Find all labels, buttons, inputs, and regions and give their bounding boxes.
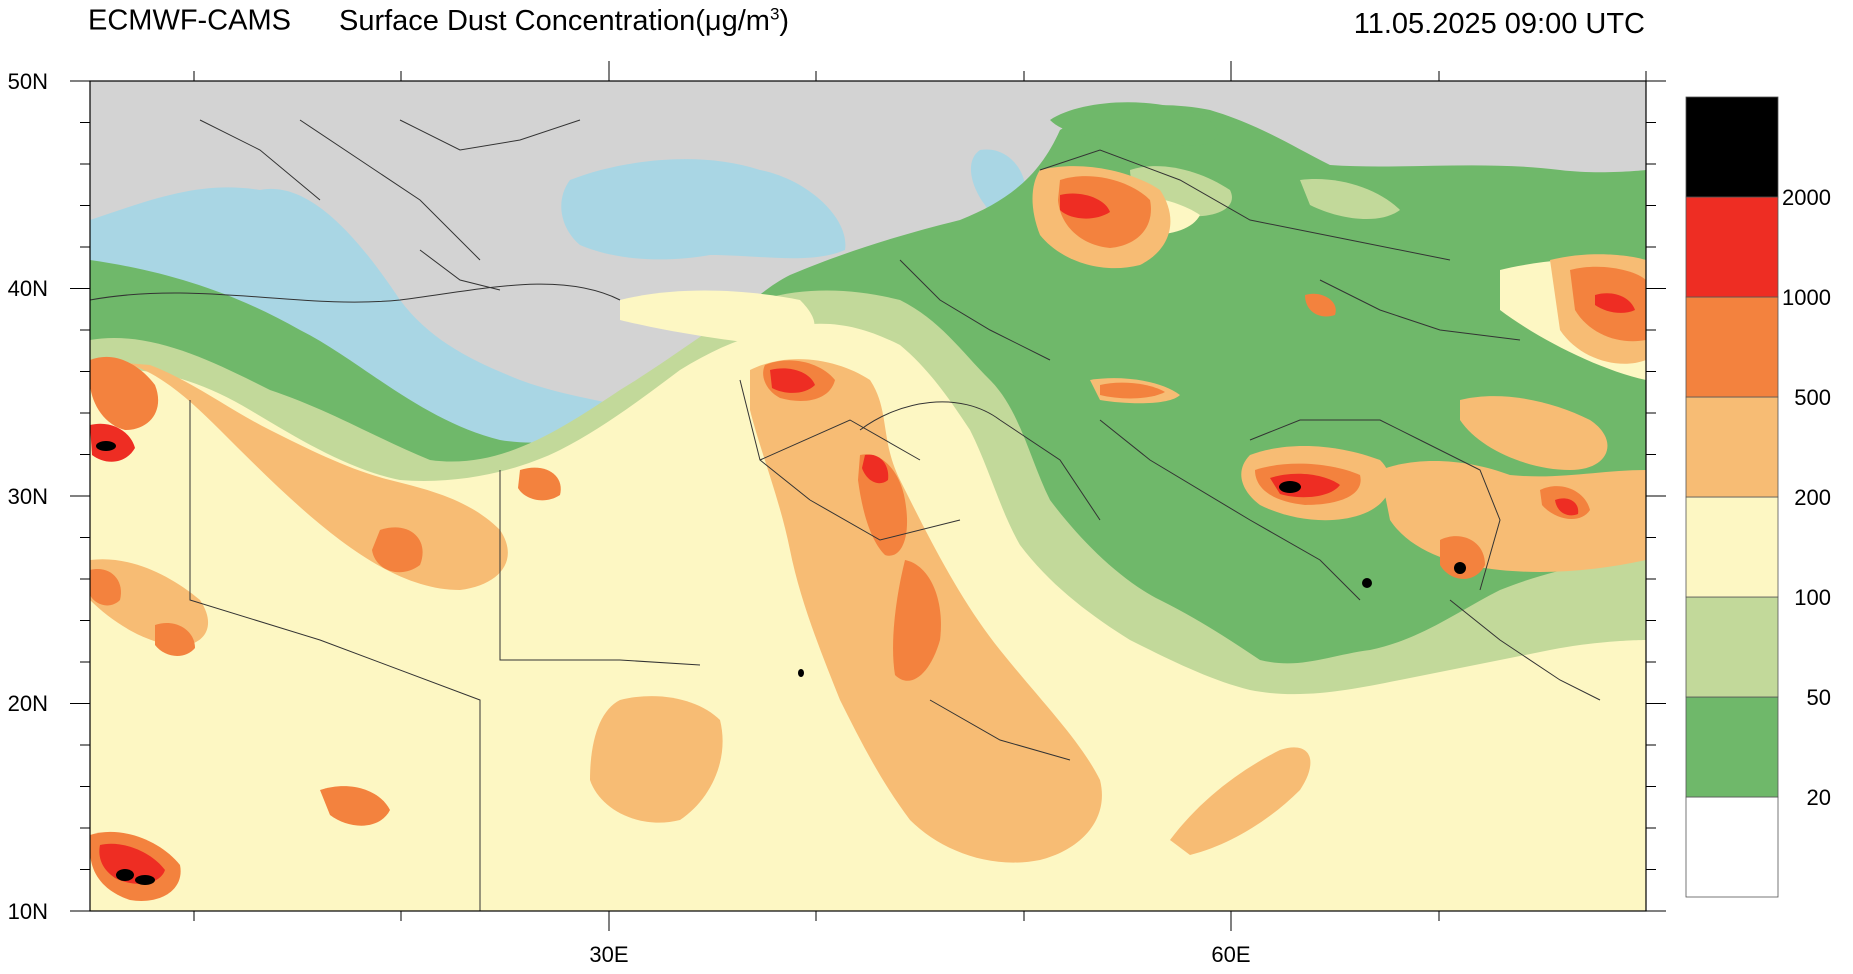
- lat-labels: 50N 40N 30N 20N 10N: [8, 69, 48, 924]
- lat-label-10n: 10N: [8, 899, 48, 924]
- colorbar-level-label: 2000: [1782, 185, 1831, 210]
- colorbar-level-label: 50: [1807, 685, 1831, 710]
- colorbar-swatch: [1685, 96, 1779, 198]
- colorbar-level-label: 100: [1794, 585, 1831, 610]
- colorbar-swatch: [1685, 596, 1779, 698]
- lat-label-40n: 40N: [8, 276, 48, 301]
- lat-ticks-right: [1646, 80, 1666, 912]
- country-borders: [90, 119, 1601, 911]
- dust-level-1000: [90, 193, 1635, 884]
- lat-label-30n: 30N: [8, 484, 48, 509]
- black-sea: [561, 159, 846, 260]
- colorbar-swatch: [1685, 396, 1779, 498]
- valid-time: 11.05.2025 09:00 UTC: [1353, 8, 1645, 40]
- colorbar-swatch: [1685, 496, 1779, 598]
- lat-label-50n: 50N: [8, 69, 48, 94]
- lon-label-60e: 60E: [1211, 942, 1250, 967]
- lon-label-30e: 30E: [589, 942, 628, 967]
- colorbar-level-label: 500: [1794, 385, 1831, 410]
- lon-ticks-top: [193, 61, 1647, 81]
- lat-ticks-left: [70, 80, 90, 912]
- lon-ticks-bottom: [193, 911, 1440, 931]
- colorbar-swatch: [1685, 796, 1779, 898]
- dust-map: [90, 81, 1646, 911]
- lat-label-20n: 20N: [8, 691, 48, 716]
- dust-level-2000: [96, 441, 1466, 885]
- colorbar-level-label: 20: [1807, 785, 1831, 810]
- model-name: ECMWF-CAMS: [88, 4, 291, 37]
- colorbar-swatch: [1685, 296, 1779, 398]
- map-title: ECMWF-CAMS Surface Dust Concentration(μg/…: [88, 4, 789, 38]
- colorbar-swatch: [1685, 196, 1779, 298]
- colorbar: 20 50 100 200 500 1000 2000: [1685, 96, 1831, 898]
- colorbar-level-label: 200: [1794, 485, 1831, 510]
- lon-labels: 30E 60E: [589, 942, 1250, 967]
- colorbar-swatch: [1685, 696, 1779, 798]
- colorbar-level-label: 1000: [1782, 285, 1831, 310]
- variable-name: Surface Dust Concentration(μg/m3): [338, 4, 790, 37]
